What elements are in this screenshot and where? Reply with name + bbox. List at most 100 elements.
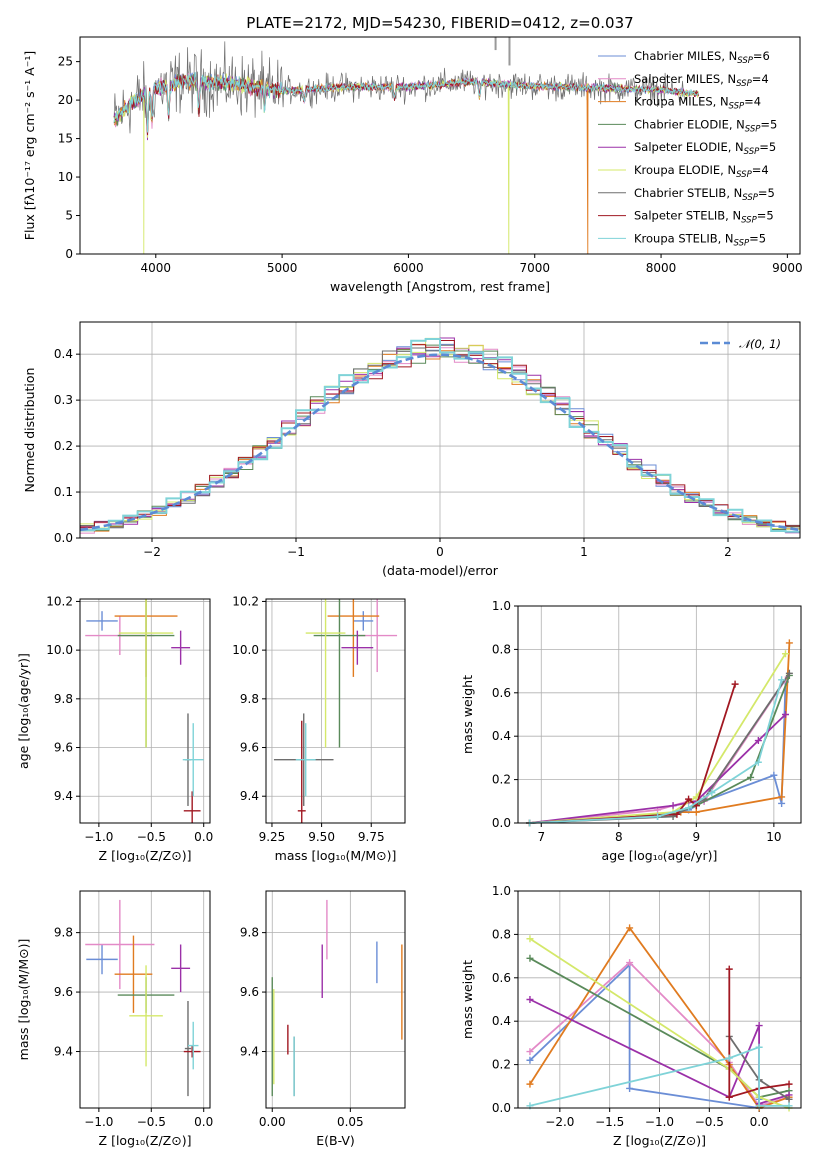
y-tick-label: 10.0 [46, 643, 73, 657]
weight-point-marker [526, 1048, 534, 1056]
y-tick-label: 5 [65, 209, 73, 223]
y-axis-label: age [log₁₀(age/yr)] [16, 653, 31, 769]
axes-frame [517, 890, 802, 1109]
spectrum-series-line [113, 73, 699, 254]
y-tick-label: 9.6 [54, 741, 73, 755]
weight-point-marker [526, 996, 534, 1003]
plot-area [113, 37, 699, 254]
weight-point-marker [778, 793, 786, 801]
weight-point-marker [526, 1080, 534, 1088]
y-tick-label: 9.4 [240, 1045, 259, 1059]
y-tick-label: 0.1 [54, 485, 73, 499]
y-tick-label: 10 [58, 170, 73, 184]
mass-vs-metallicity-panel: −1.0 −0.5 0.0 9.4 9.6 9.8 Z [log₁₀(Z/Z⊙)] mass … [16, 890, 213, 1148]
x-axis-label: (data-model)/error [382, 563, 499, 578]
weight-vs-age-panel: 7 8 9 10 0.0 0.2 0.4 0.6 0.8 1.0 age [log₁₀(age/yr… [460, 599, 802, 863]
residuals-panel: −2 −1 0 1 2 0.0 0.1 0.2 0.3 0.4 (data-model)/error… [22, 321, 801, 578]
spectrum-series-line [113, 74, 699, 136]
weight-point-marker [781, 650, 789, 658]
x-tick-label: 9.75 [358, 830, 385, 844]
legend-entry: 𝒩(0, 1) [739, 337, 781, 351]
y-tick-label: 0.6 [492, 686, 511, 700]
y-tick-label: 0.0 [54, 531, 73, 545]
weight-point-marker [731, 680, 739, 688]
y-tick-label: 0.4 [492, 1014, 511, 1028]
spectrum-panel: 4000 5000 6000 7000 8000 9000 0 5 10 15 20 25 wavele… [22, 14, 803, 294]
x-tick-label: 7000 [519, 261, 550, 275]
y-tick-label: 9.6 [54, 985, 73, 999]
legend-entry: Kroupa MILES, NSSP=4 [634, 95, 761, 112]
y-axis-label: mass weight [460, 960, 475, 1039]
age-vs-metallicity-panel: −1.0 −0.5 0.0 9.4 9.6 9.8 10.0 10.2 Z [log₁₀(Z/Z… [16, 594, 213, 863]
x-tick-label: 4000 [141, 261, 172, 275]
y-tick-label: 15 [58, 132, 73, 146]
legend-entry: Chabrier ELODIE, NSSP=5 [634, 117, 777, 134]
chart-title: PLATE=2172, MJD=54230, FIBERID=0412, z=0… [246, 14, 633, 32]
mass-vs-ebv-panel: 0.00 0.05 9.4 9.6 9.8 E(B-V) [240, 890, 406, 1148]
weight-point-marker [754, 758, 762, 766]
x-tick-label: −1.0 [645, 1115, 674, 1129]
y-tick-label: 25 [58, 55, 73, 69]
x-tick-label: −1.0 [84, 1115, 113, 1129]
x-tick-label: 1 [580, 545, 588, 559]
y-axis-label: mass [log₁₀(M/M⊙)] [16, 939, 31, 1061]
x-tick-label: 8 [615, 830, 623, 844]
y-tick-label: 0.8 [492, 642, 511, 656]
weight-point-marker [755, 1022, 763, 1030]
legend-entry: Salpeter MILES, NSSP=4 [634, 72, 769, 89]
plot-area [85, 599, 204, 823]
axes-frame [265, 598, 406, 824]
x-tick-label: 5000 [267, 261, 298, 275]
weight-point-marker [747, 773, 755, 781]
weight-point-marker [785, 1080, 793, 1088]
x-axis-label: age [log₁₀(age/yr)] [602, 848, 718, 863]
x-tick-label: 0.0 [194, 1115, 213, 1129]
x-tick-label: −2.0 [545, 1115, 574, 1129]
x-axis-label: Z [log₁₀(Z/Z⊙)] [99, 848, 192, 863]
y-axis-label: Flux [fλ10⁻¹⁷ erg cm⁻² s⁻¹ A⁻¹] [22, 51, 37, 240]
y-tick-label: 9.4 [240, 789, 259, 803]
x-tick-label: 9.25 [259, 830, 286, 844]
weight-point-marker [725, 965, 733, 973]
weight-point-marker [626, 1084, 634, 1092]
plot-area [273, 599, 398, 823]
y-tick-label: 0.2 [54, 439, 73, 453]
legend-entry: Kroupa STELIB, NSSP=5 [634, 231, 766, 248]
x-axis-label: wavelength [Angstrom, rest frame] [330, 279, 550, 294]
legend-entry: Salpeter STELIB, NSSP=5 [634, 209, 774, 226]
y-tick-label: 9.8 [240, 926, 259, 940]
x-tick-label: 9000 [772, 261, 803, 275]
weight-series-line [529, 679, 783, 824]
y-tick-label: 10.0 [232, 643, 259, 657]
axes-frame [79, 890, 211, 1109]
weight-point-marker [754, 737, 762, 745]
x-axis-label: mass [log₁₀(M/M⊙)] [275, 848, 397, 863]
age-vs-mass-panel: 9.25 9.50 9.75 9.4 9.6 9.8 10.0 10.2 mass [log₁₀… [232, 594, 406, 863]
x-tick-label: 9.50 [308, 830, 335, 844]
y-tick-label: 1.0 [492, 884, 511, 898]
y-tick-label: 9.6 [240, 985, 259, 999]
x-tick-label: −0.5 [137, 1115, 166, 1129]
legend-entry: Chabrier MILES, NSSP=6 [634, 49, 770, 66]
y-tick-label: 9.8 [54, 926, 73, 940]
weight-vs-metallicity-panel: −2.0 −1.5 −1.0 −0.5 0.0 0.0 0.2 0.4 0.6 0.8 1.0 Z [… [460, 884, 802, 1148]
y-tick-label: 0.0 [492, 816, 511, 830]
weight-point-marker [785, 639, 793, 647]
x-tick-label: 2 [724, 545, 732, 559]
x-tick-label: −1.0 [84, 830, 113, 844]
y-tick-label: 9.8 [240, 692, 259, 706]
weight-point-marker [526, 954, 534, 962]
y-axis-label: mass weight [460, 675, 475, 754]
x-tick-label: 0.05 [337, 1115, 364, 1129]
weight-point-marker [781, 711, 789, 718]
x-tick-label: −0.5 [695, 1115, 724, 1129]
weight-point-marker [755, 1043, 763, 1051]
axes-frame [265, 890, 406, 1109]
x-tick-label: 0.00 [259, 1115, 286, 1129]
plot-area [85, 899, 201, 1097]
weight-point-marker [669, 802, 677, 810]
legend-entry: Salpeter ELODIE, NSSP=5 [634, 140, 776, 157]
y-tick-label: 0.0 [492, 1101, 511, 1115]
weight-point-marker [770, 771, 778, 779]
